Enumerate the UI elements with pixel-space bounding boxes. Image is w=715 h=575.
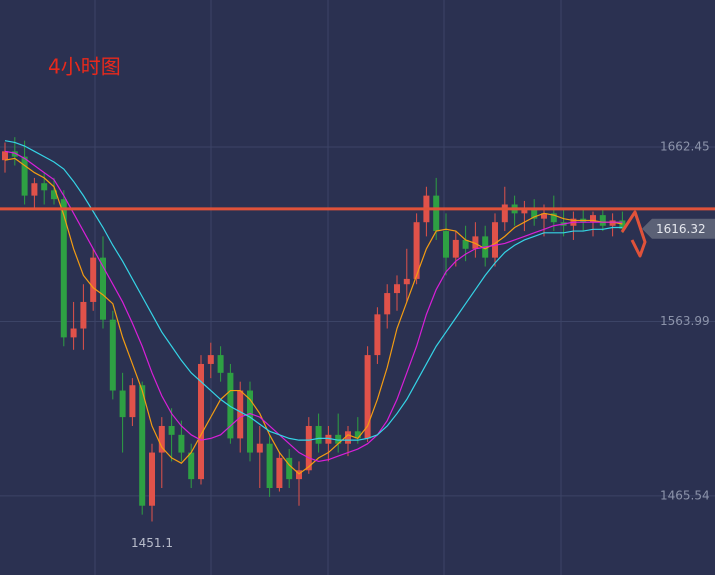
candle-body <box>119 390 126 418</box>
candle-body <box>541 213 547 219</box>
candle-body <box>462 239 469 249</box>
candle-body <box>531 208 538 219</box>
moving-average <box>4 140 623 441</box>
candle-body <box>394 284 400 294</box>
candle-body <box>247 390 253 453</box>
chart-title: 4小时图 <box>48 55 121 79</box>
candle-body <box>188 452 195 480</box>
price-label: 1616.32 <box>656 222 706 236</box>
candle-body <box>433 195 440 232</box>
candle-body <box>354 431 361 439</box>
candle-body <box>60 199 67 338</box>
candle-body <box>609 220 616 226</box>
candle-body <box>296 470 302 480</box>
candle-body <box>109 319 116 391</box>
candle-body <box>227 372 234 439</box>
y-tick-label: 1465.54 <box>660 488 710 502</box>
candle-body <box>345 431 351 444</box>
candle-body <box>198 363 204 480</box>
candle-body <box>452 239 459 258</box>
candle-body <box>11 151 18 157</box>
candle-body <box>139 385 146 506</box>
candle-body <box>256 443 263 453</box>
moving-average <box>4 157 623 475</box>
candle-body <box>217 355 224 373</box>
candle-body <box>149 452 155 506</box>
candle-body <box>364 355 371 439</box>
candle-body <box>2 151 8 161</box>
candle-body <box>335 434 342 444</box>
candle-body <box>413 222 420 279</box>
candle-body <box>286 457 293 480</box>
candle-body <box>305 425 312 471</box>
candle-body <box>492 222 498 258</box>
candle-body <box>158 425 165 453</box>
candle-body <box>276 457 283 488</box>
candle-body <box>80 301 87 329</box>
vertical-grid <box>94 0 562 575</box>
candle-body <box>237 390 244 439</box>
candle-body <box>443 231 449 258</box>
candle-body <box>168 425 175 435</box>
candle-body <box>266 443 273 488</box>
candle-body <box>374 314 381 356</box>
price-box <box>642 218 715 239</box>
low-label: 1451.1 <box>131 536 173 550</box>
candle-body <box>501 204 508 223</box>
y-tick-label: 1662.45 <box>660 139 710 153</box>
candle-body <box>41 183 48 191</box>
candle-body <box>325 434 332 444</box>
candle-body <box>403 278 410 285</box>
moving-average <box>4 150 623 463</box>
candle-body <box>550 213 557 223</box>
candle-body <box>472 236 479 249</box>
y-tick-label: 1563.99 <box>660 314 710 328</box>
candle-body <box>521 208 528 214</box>
candle-body <box>590 215 596 223</box>
candle-body <box>70 328 77 338</box>
candle-body <box>90 257 97 302</box>
candle-body <box>31 183 38 196</box>
candle-body <box>599 215 606 226</box>
candle-body <box>178 434 185 453</box>
candle-body <box>384 293 391 315</box>
candle-body <box>100 257 106 320</box>
candle-body <box>21 156 28 196</box>
candle-body <box>315 425 322 444</box>
arrow <box>620 210 647 258</box>
candle-body <box>129 385 136 418</box>
candle-body <box>51 190 57 200</box>
candle-body <box>619 220 626 229</box>
candle-body <box>207 355 214 364</box>
